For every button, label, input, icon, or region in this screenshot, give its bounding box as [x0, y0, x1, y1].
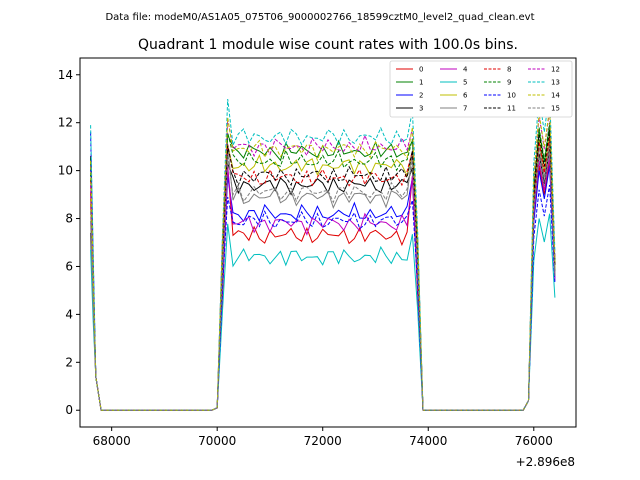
series-line-6: [90, 134, 556, 411]
series-line-0: [90, 160, 556, 411]
legend-label: 6: [463, 92, 468, 100]
legend-label: 10: [507, 92, 516, 100]
plot-lines: [90, 91, 556, 411]
series-line-8: [90, 137, 556, 411]
legend-label: 5: [463, 79, 467, 87]
x-tick-label: 72000: [304, 434, 342, 448]
series-line-7: [90, 141, 556, 411]
legend-label: 14: [551, 92, 560, 100]
legend-label: 0: [419, 66, 423, 74]
legend-label: 13: [551, 79, 560, 87]
x-tick-label: 68000: [93, 434, 131, 448]
legend-label: 3: [419, 105, 423, 113]
x-offset-label: +2.896e8: [516, 455, 575, 469]
series-line-2: [90, 165, 556, 411]
legend-label: 4: [463, 66, 468, 74]
y-tick-label: 6: [65, 259, 73, 273]
y-tick-label: 2: [65, 355, 73, 369]
series-line-13: [90, 91, 556, 411]
y-tick-label: 14: [58, 68, 73, 82]
chart-suptitle: Data file: modeM0/AS1A05_075T06_90000027…: [105, 12, 534, 23]
legend-label: 9: [507, 79, 511, 87]
series-line-1: [90, 125, 556, 411]
legend-label: 15: [551, 105, 560, 113]
series-line-11: [90, 129, 556, 411]
y-tick-label: 0: [65, 403, 73, 417]
x-axis: 68000 70000 72000 74000 76000: [93, 427, 553, 448]
series-line-3: [90, 149, 556, 411]
y-axis: 0 2 4 6 8 10 12 14: [58, 68, 80, 417]
series-line-10: [90, 132, 556, 411]
x-tick-label: 70000: [198, 434, 236, 448]
y-tick-label: 10: [58, 164, 73, 178]
series-line-14: [90, 108, 556, 411]
y-tick-label: 8: [65, 212, 73, 226]
legend-label: 12: [551, 66, 560, 74]
x-tick-label: 74000: [409, 434, 447, 448]
series-line-5: [90, 213, 556, 411]
series-line-4: [90, 156, 556, 411]
legend-box: [389, 60, 573, 118]
legend-label: 2: [419, 92, 423, 100]
y-tick-label: 4: [65, 307, 73, 321]
legend-label: 7: [463, 105, 467, 113]
x-tick-label: 76000: [515, 434, 553, 448]
y-tick-label: 12: [58, 116, 73, 130]
legend-label: 8: [507, 66, 511, 74]
series-line-15: [90, 151, 556, 411]
legend-label: 11: [507, 105, 516, 113]
legend-label: 1: [419, 79, 423, 87]
chart-title: Quadrant 1 module wise count rates with …: [138, 37, 518, 53]
plot-frame: [79, 57, 577, 428]
